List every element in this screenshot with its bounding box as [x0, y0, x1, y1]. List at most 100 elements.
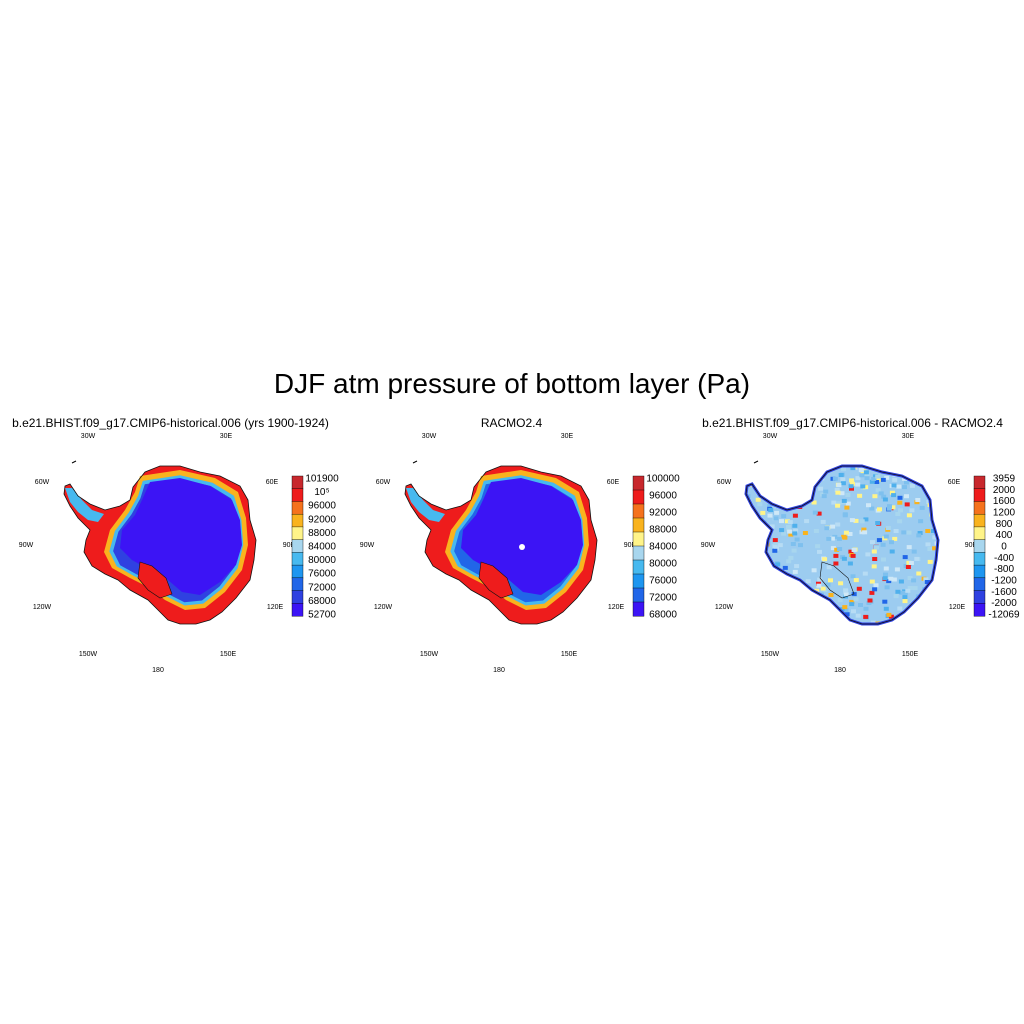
diff-cell [836, 483, 842, 488]
diff-cell [788, 591, 794, 596]
diff-cell [838, 473, 844, 477]
colorbar-swatch [291, 577, 304, 592]
diff-cell [908, 561, 914, 565]
figure-title: DJF atm pressure of bottom layer (Pa) [273, 368, 751, 399]
longitude-label: 180 [834, 667, 846, 674]
diff-cell [842, 535, 848, 540]
colorbar-label: 2000 [993, 485, 1016, 496]
diff-cell [773, 516, 779, 521]
diff-cell [799, 486, 805, 491]
colorbar-swatch [973, 564, 986, 579]
diff-cell [834, 547, 840, 552]
diff-cell [849, 599, 855, 604]
map-tick-mark [71, 460, 77, 464]
diff-cell [746, 531, 750, 536]
diff-cell [858, 603, 863, 607]
panel-title: RACMO2.4 [480, 416, 543, 430]
diff-cell [762, 559, 768, 564]
colorbar-swatch [632, 559, 645, 575]
diff-cell [896, 484, 902, 489]
diff-cell [755, 609, 761, 614]
colorbar-label: 92000 [649, 508, 677, 519]
diff-cell [902, 591, 908, 595]
diff-cell [939, 467, 944, 471]
diff-cell [748, 519, 754, 524]
region-peninsula [65, 488, 104, 522]
colorbar-label: 76000 [308, 569, 336, 580]
diff-cell [856, 586, 862, 591]
diff-cell [761, 536, 767, 541]
diff-cell [812, 619, 818, 624]
colorbar-swatch [973, 513, 986, 528]
diff-cell [746, 585, 752, 590]
diff-cell [859, 530, 865, 535]
diff-cell [928, 489, 934, 493]
colorbar-swatch [632, 587, 645, 603]
diff-cell [847, 561, 853, 566]
diff-cell [790, 542, 796, 546]
diff-cell [768, 606, 774, 611]
diff-cell [814, 588, 820, 593]
diff-cell [853, 518, 859, 523]
longitude-label: 150E [561, 651, 578, 658]
region-peninsula [406, 488, 445, 522]
diff-cell [862, 571, 868, 576]
diff-cell [937, 595, 938, 600]
diff-cell [748, 621, 754, 624]
diff-cell [810, 605, 816, 610]
colorbar-swatch [973, 475, 986, 490]
colorbar-swatch [291, 590, 304, 604]
colorbar-label: 72000 [649, 593, 677, 604]
diff-cell [764, 529, 770, 534]
diff-cell [776, 466, 782, 467]
diff-cell [931, 529, 936, 533]
diff-cell [914, 607, 920, 612]
diff-cell [911, 549, 917, 554]
longitude-label: 120W [715, 604, 734, 611]
diff-cell [802, 594, 807, 599]
diff-cell [883, 572, 888, 577]
map-racmo: 30W 30E 60W 60E 90W 90E 120W 120E 150W 150E 180 100… [360, 433, 680, 674]
diff-cell [816, 583, 822, 588]
diff-cell [839, 491, 845, 496]
diff-cell [815, 544, 821, 549]
coastline [404, 465, 598, 625]
diff-cell [897, 500, 903, 505]
diff-cell [863, 470, 869, 475]
diff-cell [933, 507, 938, 512]
longitude-label: 150W [761, 651, 780, 658]
diff-cell [843, 592, 849, 597]
diff-cell [936, 604, 938, 609]
diff-cell [866, 601, 872, 605]
diff-cell [836, 501, 842, 506]
diff-cell [771, 504, 776, 509]
diff-cell [848, 484, 854, 489]
diff-cell [936, 625, 941, 629]
diff-cell [753, 530, 759, 535]
diff-cell [783, 582, 789, 587]
map-tick-mark [753, 460, 759, 464]
diff-cell [778, 482, 784, 487]
panel-racmo: RACMO2.4 30W 30E 60W 60E 90W 90E 120W 120E 150W 1… [341, 412, 682, 682]
diff-cell [882, 576, 888, 581]
diff-cell [779, 601, 785, 606]
longitude-label: 60E [948, 479, 961, 486]
diff-cell [781, 514, 787, 519]
colorbar-label: 1600 [993, 496, 1016, 507]
diff-cell [888, 624, 893, 628]
diff-cell [788, 532, 794, 537]
diff-cell [775, 615, 781, 620]
diff-cell [749, 522, 755, 527]
diff-cell [877, 507, 882, 512]
diff-cell [754, 543, 760, 548]
ice-shelf-edge [819, 561, 855, 599]
diff-cell [886, 612, 892, 617]
diff-cell [932, 546, 938, 551]
colorbar-swatch [632, 489, 645, 505]
colorbar-label: 10⁵ [314, 487, 329, 498]
diff-cell [863, 606, 869, 611]
diff-cell [872, 557, 878, 561]
diff-cell [786, 486, 792, 491]
diff-cell [845, 501, 851, 506]
ice-shelf-edge [478, 561, 514, 599]
